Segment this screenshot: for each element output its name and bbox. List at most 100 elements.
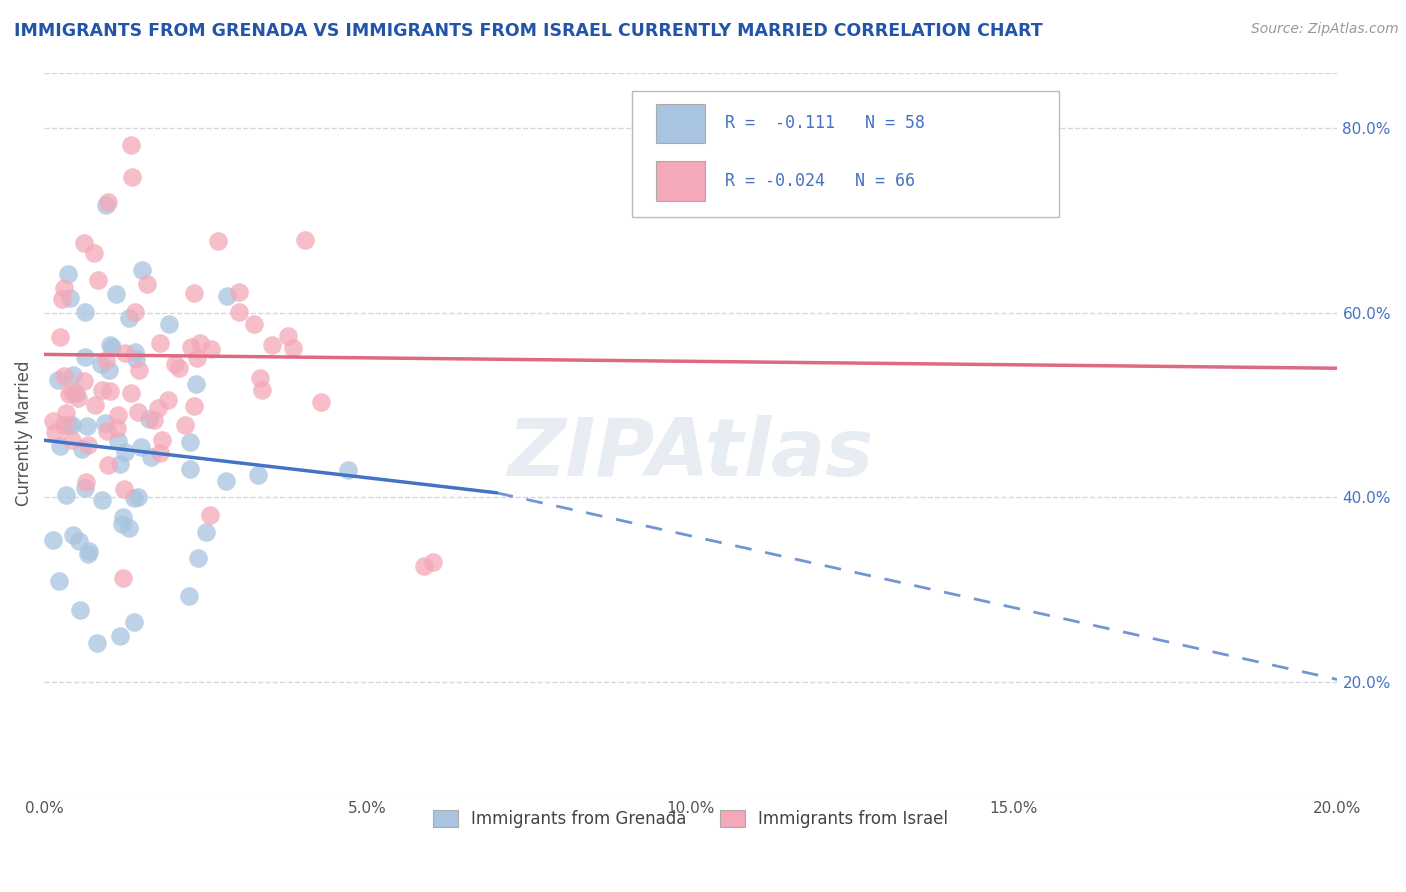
Point: [96, 424, 118, 438]
Point: [59, 291, 82, 305]
Point: [111, 571, 134, 585]
Point: [118, 521, 141, 535]
Point: [90, 492, 112, 507]
Point: [179, 462, 201, 476]
Point: [104, 287, 127, 301]
Point: [159, 318, 181, 332]
Point: [149, 446, 172, 460]
Point: [228, 305, 250, 319]
Point: [129, 440, 152, 454]
Point: [283, 341, 305, 355]
Point: [62, 368, 84, 382]
Point: [76, 418, 98, 433]
Point: [131, 263, 153, 277]
Point: [53, 369, 76, 384]
Point: [108, 457, 131, 471]
Point: [127, 405, 149, 419]
Text: R = -0.024   N = 66: R = -0.024 N = 66: [725, 172, 915, 190]
Point: [186, 376, 208, 391]
Point: [250, 383, 273, 397]
Point: [124, 305, 146, 319]
Point: [215, 289, 238, 303]
Point: [77, 438, 100, 452]
Point: [149, 335, 172, 350]
Y-axis label: Currently Married: Currently Married: [15, 360, 32, 506]
Text: IMMIGRANTS FROM GRENADA VS IMMIGRANTS FROM ISRAEL CURRENTLY MARRIED CORRELATION : IMMIGRANTS FROM GRENADA VS IMMIGRANTS FR…: [14, 22, 1043, 40]
Point: [188, 335, 211, 350]
Point: [91, 383, 114, 397]
Point: [52, 418, 75, 433]
Point: [215, 475, 238, 489]
Point: [62, 418, 84, 433]
Point: [107, 434, 129, 448]
Point: [336, 463, 359, 477]
Point: [242, 318, 264, 332]
Point: [65, 385, 87, 400]
Point: [97, 458, 120, 473]
Point: [277, 329, 299, 343]
Point: [108, 629, 131, 643]
Point: [86, 272, 108, 286]
Point: [139, 450, 162, 464]
Text: ZIPAtlas: ZIPAtlas: [508, 416, 873, 493]
Point: [51, 292, 73, 306]
Point: [111, 516, 134, 531]
Point: [94, 353, 117, 368]
Point: [167, 360, 190, 375]
Point: [121, 169, 143, 184]
Point: [49, 330, 72, 344]
Point: [114, 346, 136, 360]
Point: [86, 636, 108, 650]
FancyBboxPatch shape: [633, 91, 1059, 217]
Point: [94, 198, 117, 212]
Text: Source: ZipAtlas.com: Source: ZipAtlas.com: [1251, 22, 1399, 37]
Point: [183, 286, 205, 301]
Point: [67, 534, 90, 549]
Point: [73, 374, 96, 388]
Point: [107, 408, 129, 422]
Point: [42, 414, 65, 428]
Point: [98, 384, 121, 398]
Point: [60, 434, 83, 448]
Point: [186, 351, 208, 366]
Point: [105, 420, 128, 434]
Point: [52, 281, 75, 295]
Point: [183, 399, 205, 413]
Point: [56, 267, 79, 281]
Point: [173, 417, 195, 432]
Point: [260, 337, 283, 351]
Point: [114, 445, 136, 459]
Point: [142, 413, 165, 427]
Point: [422, 556, 444, 570]
Point: [83, 398, 105, 412]
Point: [179, 435, 201, 450]
Bar: [655, 103, 704, 143]
Point: [101, 340, 124, 354]
Point: [200, 508, 222, 522]
Point: [75, 350, 97, 364]
Point: [200, 342, 222, 356]
Point: [228, 285, 250, 300]
Point: [247, 468, 270, 483]
Point: [44, 425, 66, 440]
Point: [122, 491, 145, 505]
Point: [294, 233, 316, 247]
Point: [60, 385, 83, 400]
Point: [58, 417, 80, 432]
Point: [117, 310, 139, 325]
Point: [76, 547, 98, 561]
Point: [146, 401, 169, 415]
Point: [125, 351, 148, 366]
Point: [73, 481, 96, 495]
Point: [309, 394, 332, 409]
Point: [90, 357, 112, 371]
Text: R =  -0.111   N = 58: R = -0.111 N = 58: [725, 114, 925, 132]
Point: [42, 533, 65, 547]
Point: [75, 475, 97, 489]
Point: [69, 602, 91, 616]
Point: [179, 589, 201, 603]
Point: [120, 137, 142, 152]
Point: [46, 373, 69, 387]
Point: [194, 524, 217, 539]
Point: [58, 387, 80, 401]
